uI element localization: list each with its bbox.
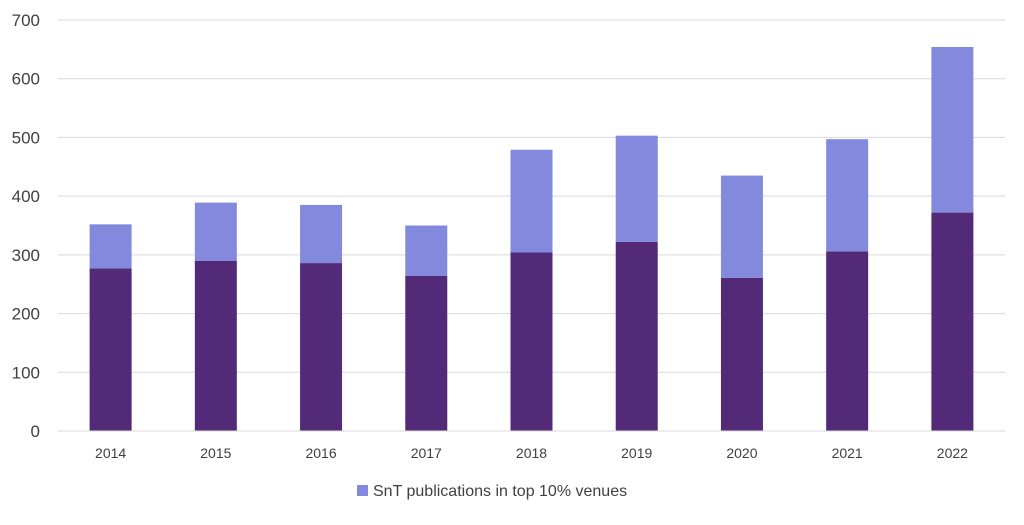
bar-top10-2019 xyxy=(615,135,658,242)
bar-base-2014 xyxy=(89,268,132,431)
bar-base-2018 xyxy=(510,252,553,431)
bar-base-2022 xyxy=(931,212,974,431)
x-tick-label: 2015 xyxy=(200,445,231,461)
x-tick-label: 2016 xyxy=(305,445,336,461)
bar-top10-2014 xyxy=(89,224,132,269)
bar-base-2015 xyxy=(194,260,237,431)
x-tick-label: 2018 xyxy=(516,445,547,461)
bar-base-2020 xyxy=(720,277,763,431)
x-tick-label: 2022 xyxy=(937,445,968,461)
x-tick-label: 2014 xyxy=(95,445,126,461)
y-tick-label: 100 xyxy=(12,363,40,382)
x-tick-label: 2021 xyxy=(832,445,863,461)
bar-top10-2017 xyxy=(405,225,448,276)
bar-base-2017 xyxy=(405,275,448,431)
y-axis-ticks: 0 100 200 300 400 500 600 700 xyxy=(12,11,40,441)
y-tick-label: 300 xyxy=(12,246,40,265)
bar-base-2021 xyxy=(826,251,869,431)
x-axis-ticks: 2014 2015 2016 2017 2018 2019 2020 2021 2022 xyxy=(95,445,968,461)
x-tick-label: 2019 xyxy=(621,445,652,461)
bar-top10-2021 xyxy=(826,139,869,252)
legend-label: SnT publications in top 10% venues xyxy=(373,483,627,500)
bar-top10-2020 xyxy=(720,175,763,278)
x-tick-label: 2017 xyxy=(411,445,442,461)
y-tick-label: 400 xyxy=(12,187,40,206)
bars xyxy=(89,47,974,431)
y-tick-label: 0 xyxy=(31,422,40,441)
y-tick-label: 600 xyxy=(12,70,40,89)
x-tick-label: 2020 xyxy=(726,445,757,461)
bar-top10-2015 xyxy=(194,202,237,261)
bar-top10-2018 xyxy=(510,149,553,253)
bar-base-2016 xyxy=(300,263,343,431)
bar-top10-2016 xyxy=(300,204,343,264)
y-tick-label: 200 xyxy=(12,305,40,324)
y-tick-label: 700 xyxy=(12,11,40,30)
bar-base-2019 xyxy=(615,241,658,431)
y-tick-label: 500 xyxy=(12,128,40,147)
legend: SnT publications in top 10% venues xyxy=(357,483,627,500)
legend-swatch xyxy=(357,485,368,496)
bar-top10-2022 xyxy=(931,47,974,213)
